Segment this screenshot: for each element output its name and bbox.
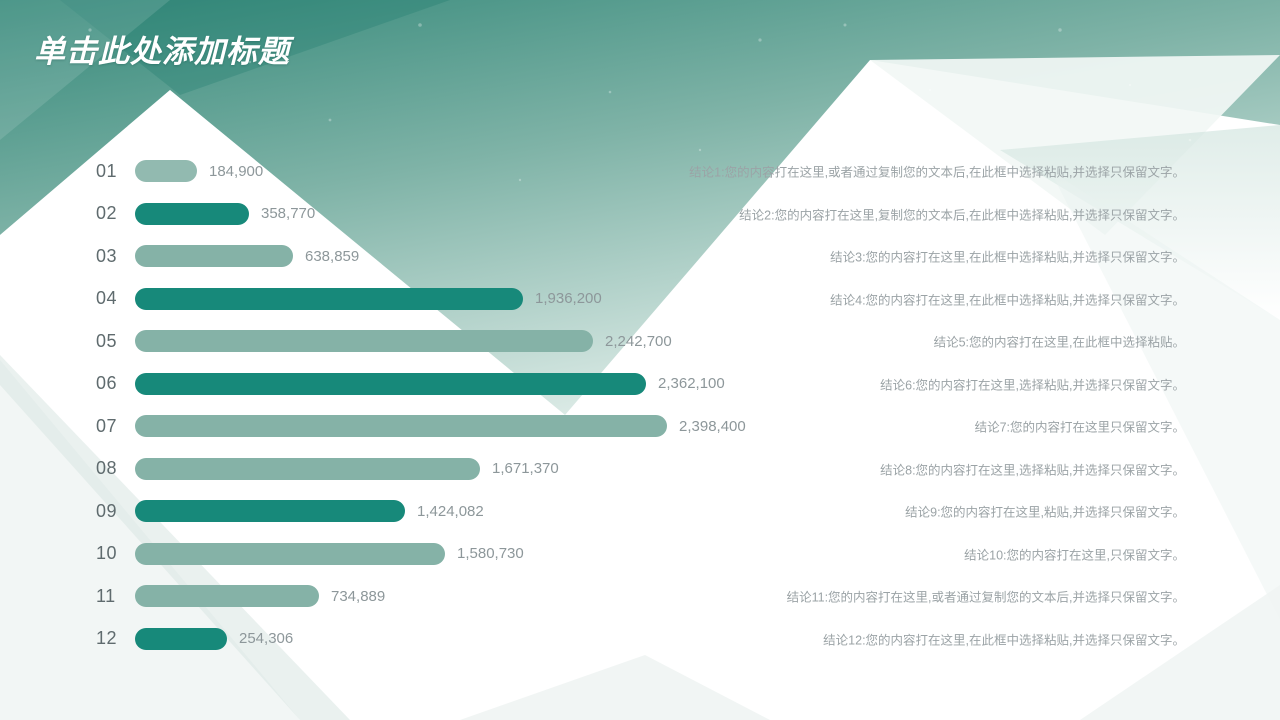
chart-row: 07 2,398,400 结论7:您的内容打在这里只保留文字。 <box>96 405 1185 448</box>
chart-row: 11 734,889 结论11:您的内容打在这里,或者通过复制您的文本后,并选择只保… <box>96 575 1185 618</box>
slide-title[interactable]: 单击此处添加标题 <box>34 34 290 69</box>
row-rank-label: 10 <box>96 543 118 564</box>
row-value-label: 1,936,200 <box>535 290 602 308</box>
row-rank-label: 06 <box>96 373 118 394</box>
row-bar <box>135 372 646 395</box>
row-conclusion-text: 结论2:您的内容打在这里,复制您的文本后,在此框中选择粘贴,并选择只保留文字。 <box>739 208 1185 223</box>
row-conclusion-text: 结论10:您的内容打在这里,只保留文字。 <box>964 548 1185 563</box>
row-rank-label: 08 <box>96 458 118 479</box>
row-value-label: 1,671,370 <box>492 460 559 478</box>
row-value-label: 2,242,700 <box>605 332 672 350</box>
row-value-label: 1,424,082 <box>417 502 484 520</box>
row-value-label: 1,580,730 <box>457 545 524 563</box>
row-bar <box>135 627 227 650</box>
chart-row: 02 358,770 结论2:您的内容打在这里,复制您的文本后,在此框中选择粘贴,并… <box>96 193 1185 236</box>
row-value-label: 2,362,100 <box>658 375 725 393</box>
row-bar <box>135 415 667 438</box>
row-conclusion-text: 结论6:您的内容打在这里,选择粘贴,并选择只保留文字。 <box>880 378 1185 393</box>
row-bar <box>135 287 523 310</box>
row-rank-label: 12 <box>96 628 118 649</box>
row-bar <box>135 542 445 565</box>
row-conclusion-text: 结论9:您的内容打在这里,粘贴,并选择只保留文字。 <box>905 505 1185 520</box>
row-conclusion-text: 结论5:您的内容打在这里,在此框中选择粘贴。 <box>933 335 1185 350</box>
row-bar <box>135 160 197 183</box>
chart-row: 03 638,859 结论3:您的内容打在这里,在此框中选择粘贴,并选择只保留文字。 <box>96 235 1185 278</box>
row-rank-label: 03 <box>96 245 118 266</box>
row-bar <box>135 330 593 353</box>
row-conclusion-text: 结论4:您的内容打在这里,在此框中选择粘贴,并选择只保留文字。 <box>830 293 1185 308</box>
chart-row: 08 1,671,370 结论8:您的内容打在这里,选择粘贴,并选择只保留文字。 <box>96 448 1185 491</box>
row-conclusion-text: 结论11:您的内容打在这里,或者通过复制您的文本后,并选择只保留文字。 <box>786 590 1185 605</box>
row-rank-label: 05 <box>96 330 118 351</box>
row-bar <box>135 500 405 523</box>
row-rank-label: 04 <box>96 288 118 309</box>
row-rank-label: 01 <box>96 160 118 181</box>
row-rank-label: 09 <box>96 500 118 521</box>
row-bar <box>135 245 293 268</box>
row-rank-label: 11 <box>96 585 116 606</box>
row-value-label: 638,859 <box>305 247 360 265</box>
row-conclusion-text: 结论8:您的内容打在这里,选择粘贴,并选择只保留文字。 <box>880 463 1185 478</box>
row-bar <box>135 202 249 225</box>
chart-row: 01 184,900 结论1:您的内容打在这里,或者通过复制您的文本后,在此框中选择… <box>96 150 1185 193</box>
row-conclusion-text: 结论7:您的内容打在这里只保留文字。 <box>974 420 1185 435</box>
chart-row: 06 2,362,100 结论6:您的内容打在这里,选择粘贴,并选择只保留文字。 <box>96 363 1185 406</box>
row-bar <box>135 457 480 480</box>
row-bar <box>135 585 319 608</box>
row-rank-label: 02 <box>96 203 118 224</box>
row-conclusion-text: 结论3:您的内容打在这里,在此框中选择粘贴,并选择只保留文字。 <box>830 250 1185 265</box>
chart-row: 10 1,580,730 结论10:您的内容打在这里,只保留文字。 <box>96 533 1185 576</box>
row-value-label: 2,398,400 <box>679 417 746 435</box>
bar-chart: 01 184,900 结论1:您的内容打在这里,或者通过复制您的文本后,在此框中选择… <box>96 150 1185 660</box>
chart-row: 09 1,424,082 结论9:您的内容打在这里,粘贴,并选择只保留文字。 <box>96 490 1185 533</box>
row-value-label: 254,306 <box>239 630 294 648</box>
chart-row: 04 1,936,200 结论4:您的内容打在这里,在此框中选择粘贴,并选择只保留文… <box>96 278 1185 321</box>
row-conclusion-text: 结论1:您的内容打在这里,或者通过复制您的文本后,在此框中选择粘贴,并选择只保留… <box>689 165 1185 180</box>
row-conclusion-text: 结论12:您的内容打在这里,在此框中选择粘贴,并选择只保留文字。 <box>823 633 1185 648</box>
row-value-label: 734,889 <box>331 587 386 605</box>
row-value-label: 358,770 <box>261 205 316 223</box>
row-rank-label: 07 <box>96 415 118 436</box>
chart-row: 12 254,306 结论12:您的内容打在这里,在此框中选择粘贴,并选择只保留文字… <box>96 618 1185 661</box>
row-value-label: 184,900 <box>209 162 264 180</box>
chart-row: 05 2,242,700 结论5:您的内容打在这里,在此框中选择粘贴。 <box>96 320 1185 363</box>
